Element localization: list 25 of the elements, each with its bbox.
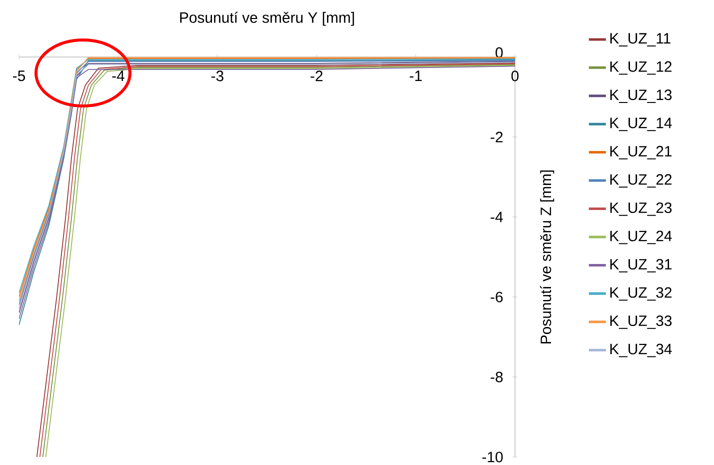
- y-axis-title: Posunutí ve směru Z [mm]: [540, 170, 554, 344]
- x-tick-label: -3: [211, 70, 224, 82]
- y-tick-label: -8: [490, 372, 503, 382]
- legend-label: K_UZ_24: [610, 230, 672, 244]
- legend-label: K_UZ_22: [610, 174, 672, 188]
- legend-label: K_UZ_14: [610, 118, 672, 132]
- x-axis-title: Posunutí ve směru Y [mm]: [180, 12, 354, 26]
- legend-label: K_UZ_23: [610, 202, 672, 216]
- legend-label: K_UZ_13: [610, 90, 672, 103]
- x-tick-label: -1: [410, 70, 422, 81]
- y-tick-label: -2: [490, 132, 503, 142]
- x-tick-label: -4: [112, 70, 124, 81]
- legend-label: K_UZ_12: [610, 61, 672, 75]
- x-tick-label: -2: [310, 70, 322, 82]
- y-tick-label: -4: [490, 212, 503, 222]
- legend-label: K_UZ_21: [610, 146, 672, 160]
- y-tick-label: -6: [490, 292, 503, 302]
- legend-label: K_UZ_31: [610, 258, 672, 272]
- x-tick-label: 0: [511, 70, 519, 82]
- legend-label: K_UZ_32: [610, 287, 672, 301]
- legend-label: K_UZ_11: [610, 33, 670, 46]
- y-tick-label: -10: [482, 452, 503, 462]
- legend-label: K_UZ_33: [610, 315, 672, 329]
- legend-label: K_UZ_34: [610, 344, 672, 358]
- x-tick-label: -5: [13, 70, 26, 82]
